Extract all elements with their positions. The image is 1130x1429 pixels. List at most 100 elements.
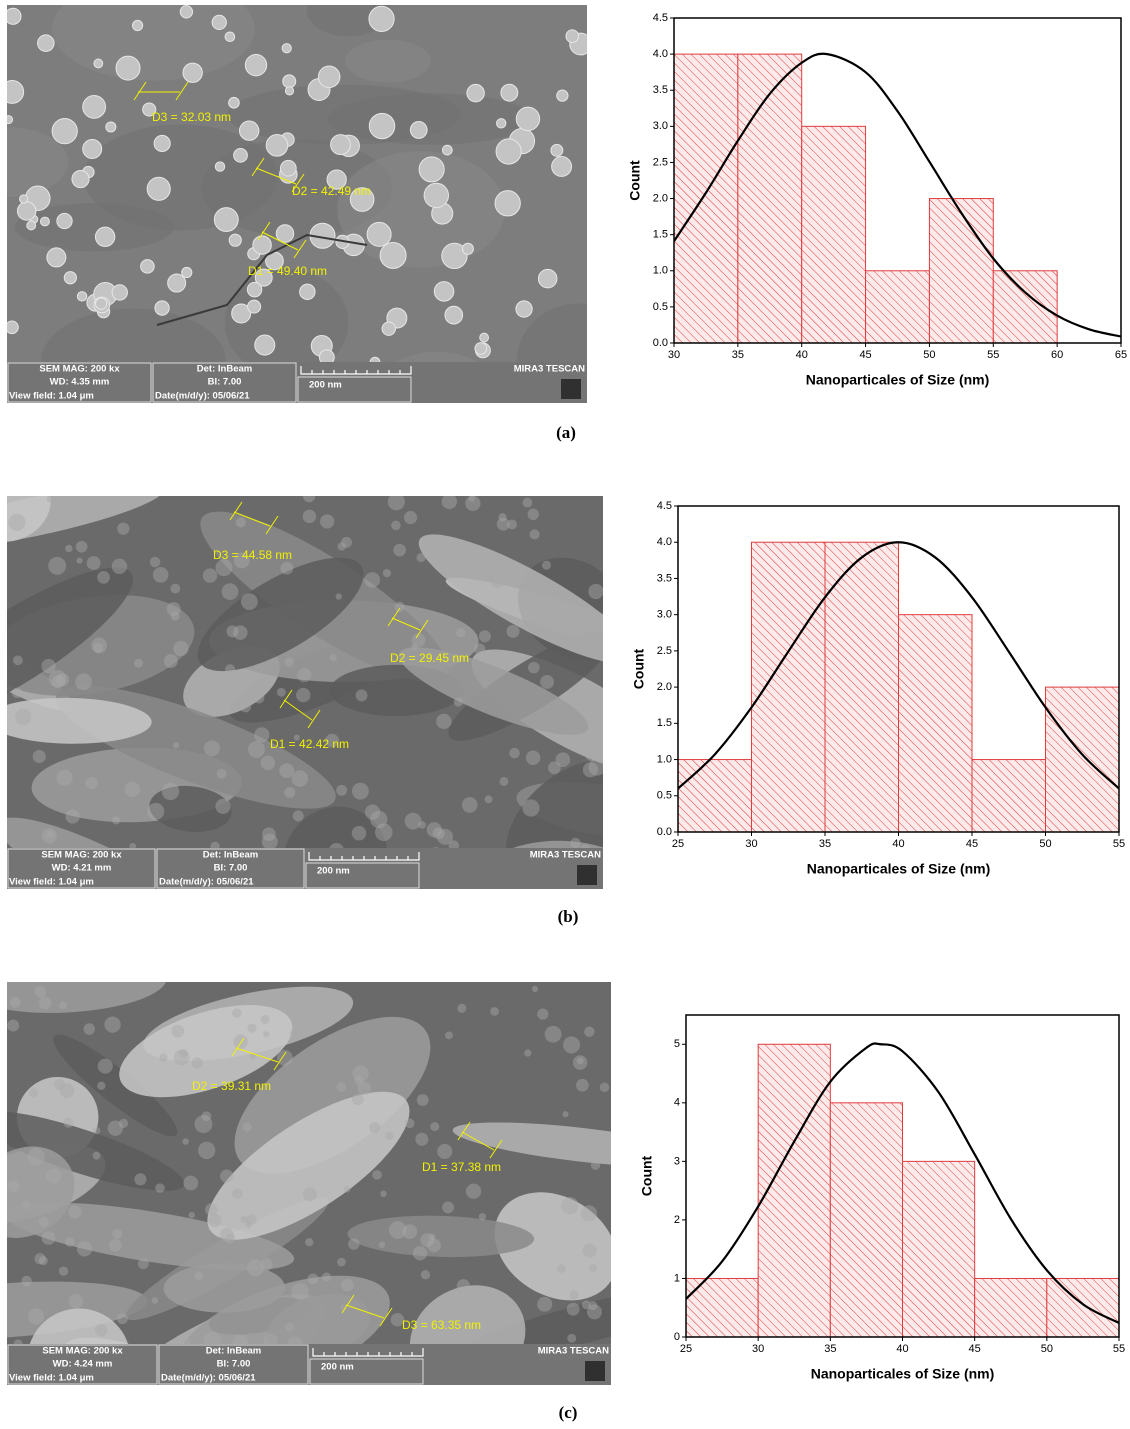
sem-grain xyxy=(68,1294,83,1309)
sem-grain xyxy=(225,1234,235,1244)
sem-grain xyxy=(577,734,590,747)
sem-logo xyxy=(577,865,597,885)
sem-particle xyxy=(434,282,453,301)
sem-grain xyxy=(405,1119,415,1129)
sem-grain xyxy=(173,742,179,748)
sem-grain xyxy=(370,811,387,828)
sem-image: SEM MAG: 200 kxDet: InBeamMIRA3 TESCANWD… xyxy=(0,0,640,421)
sem-particle xyxy=(168,274,186,292)
histogram-bar xyxy=(975,1278,1047,1337)
measurement-label: D2 = 29.45 nm xyxy=(390,651,469,665)
sem-grain xyxy=(212,683,226,697)
sem-particle xyxy=(38,35,55,52)
sem-info-text: 200 nm xyxy=(309,380,342,391)
sem-grain xyxy=(329,654,336,661)
sem-grain xyxy=(457,1004,466,1013)
sem-grain xyxy=(15,709,31,725)
sem-grain xyxy=(117,522,129,534)
sem-grain xyxy=(47,495,54,502)
sem-particle xyxy=(557,90,568,101)
sem-particle xyxy=(6,321,19,334)
sem-particle xyxy=(225,32,235,42)
sem-grain xyxy=(10,997,21,1008)
histogram-bar xyxy=(993,271,1057,343)
sem-grain xyxy=(243,1123,252,1132)
sem-grain xyxy=(91,638,107,654)
x-tick-label: 60 xyxy=(1051,349,1063,361)
sem-grain xyxy=(348,1238,359,1249)
sem-grain xyxy=(466,1184,481,1199)
sem-grain xyxy=(240,701,251,712)
y-tick-label: 0.0 xyxy=(653,337,668,349)
sem-grain xyxy=(291,1283,308,1300)
sem-grain xyxy=(462,797,478,813)
sem-grain xyxy=(109,1239,122,1252)
sem-grain xyxy=(576,1079,589,1092)
sem-info-text: SEM MAG: 200 kx xyxy=(39,364,120,375)
sem-grain xyxy=(336,593,342,599)
sem-grain xyxy=(28,1308,44,1324)
sem-grain xyxy=(76,558,82,564)
sem-grain xyxy=(457,1279,470,1292)
sem-grain xyxy=(337,1258,346,1267)
sem-grain xyxy=(93,1127,100,1134)
sem-particle xyxy=(300,284,315,299)
sem-grain xyxy=(561,1197,578,1214)
sem-grain xyxy=(530,529,540,539)
sem-grain xyxy=(260,1258,273,1271)
sem-grain xyxy=(567,1303,580,1316)
sem-grain xyxy=(68,503,85,520)
sem-particle xyxy=(229,97,240,108)
sem-info-text: Date(m/d/y): 05/06/21 xyxy=(159,877,254,888)
sem-grain xyxy=(589,1264,597,1272)
sem-particle xyxy=(182,267,192,277)
sem-grain xyxy=(570,838,580,848)
sem-grain xyxy=(557,1264,565,1272)
histogram-bar xyxy=(866,271,930,343)
sem-grain xyxy=(75,673,92,690)
sem-grain xyxy=(567,1334,576,1343)
y-tick-label: 3.0 xyxy=(653,120,668,132)
sem-particle xyxy=(369,113,394,138)
sem-grain xyxy=(134,1173,146,1185)
sem-grain xyxy=(456,628,465,637)
sem-grain xyxy=(415,1133,428,1146)
x-tick-label: 40 xyxy=(796,349,808,361)
sem-particle xyxy=(331,135,351,155)
y-tick-label: 3.0 xyxy=(657,609,672,621)
x-tick-label: 30 xyxy=(668,349,680,361)
y-axis-title: Count xyxy=(627,160,643,201)
sem-grain xyxy=(522,498,532,508)
sem-grain xyxy=(545,1026,562,1043)
histogram-bar xyxy=(758,1044,830,1337)
sem-grain xyxy=(232,1188,243,1199)
y-tick-label: 0.5 xyxy=(653,301,668,313)
sem-particle xyxy=(155,301,169,315)
sem-particle xyxy=(382,322,395,335)
sem-grain xyxy=(159,1053,167,1061)
sem-particle xyxy=(566,30,579,43)
measurement-label: D2 = 42.49 nm xyxy=(292,184,371,198)
sem-grain xyxy=(54,1079,65,1090)
sem-particle xyxy=(442,145,452,155)
sem-grain xyxy=(303,1187,317,1201)
y-tick-label: 4.0 xyxy=(653,48,668,60)
sem-grain xyxy=(198,1142,215,1159)
sem-grain xyxy=(222,583,239,600)
sem-grain xyxy=(277,1050,293,1066)
sem-grain xyxy=(279,763,294,778)
sem-grain xyxy=(587,1304,602,1319)
sem-particle xyxy=(282,44,291,53)
sem-grain xyxy=(220,1169,233,1182)
sem-grain xyxy=(380,1191,386,1197)
x-tick-label: 55 xyxy=(1113,1343,1125,1355)
sem-particle xyxy=(52,119,77,144)
sem-grain xyxy=(134,659,143,668)
sem-particle xyxy=(248,300,261,313)
sem-texture xyxy=(345,40,431,83)
sem-grain xyxy=(542,561,551,570)
sem-grain xyxy=(445,1031,453,1039)
measurement-label: D1 = 37.38 nm xyxy=(422,1160,501,1174)
sem-particle xyxy=(133,20,143,30)
sem-grain xyxy=(322,1273,331,1282)
